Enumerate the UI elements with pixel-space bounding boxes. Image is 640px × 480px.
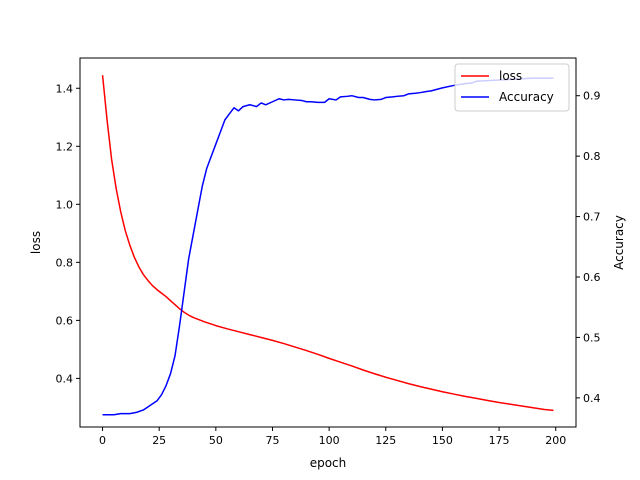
y-axis-left: 0.4 0.6 0.8 1.0 1.2 1.4	[56, 82, 80, 385]
series-line-loss	[101, 75, 554, 412]
y-tick-label: 0.4	[56, 372, 74, 385]
plot-frame	[79, 57, 577, 428]
x-tick-label: 75	[265, 434, 279, 447]
y2-tick-label: 0.9	[583, 90, 601, 103]
x-tick-label: 150	[432, 434, 453, 447]
plot-area	[101, 75, 554, 416]
x-tick-label: 100	[319, 434, 340, 447]
x-tick-label: 175	[489, 434, 510, 447]
y2-tick-label: 0.5	[583, 331, 601, 344]
legend-label-accuracy: Accuracy	[499, 90, 554, 104]
y2-axis-label: Accuracy	[612, 215, 626, 270]
x-tick-label: 25	[152, 434, 166, 447]
y2-tick-label: 0.4	[583, 392, 601, 405]
y-tick-label: 1.2	[56, 140, 74, 153]
y2-tick-label: 0.7	[583, 211, 601, 224]
x-tick-label: 200	[545, 434, 566, 447]
y-axis-right: 0.4 0.5 0.6 0.7 0.8 0.9	[576, 90, 601, 405]
y-tick-label: 0.6	[56, 314, 74, 327]
legend-label-loss: loss	[499, 69, 522, 83]
x-axis: 0 25 50 75 100 125 150 175 200	[99, 427, 566, 447]
series-line-accuracy	[102, 77, 554, 416]
y-tick-label: 1.4	[56, 82, 74, 95]
x-tick-label: 125	[375, 434, 396, 447]
legend: loss Accuracy	[454, 63, 570, 112]
y-axis-label: loss	[29, 231, 43, 254]
y2-tick-label: 0.8	[583, 150, 601, 163]
y-tick-label: 0.8	[56, 256, 74, 269]
x-tick-label: 0	[99, 434, 106, 447]
x-tick-label: 50	[209, 434, 223, 447]
y2-tick-label: 0.6	[583, 271, 601, 284]
y-tick-label: 1.0	[56, 198, 74, 211]
x-axis-label: epoch	[310, 456, 347, 470]
